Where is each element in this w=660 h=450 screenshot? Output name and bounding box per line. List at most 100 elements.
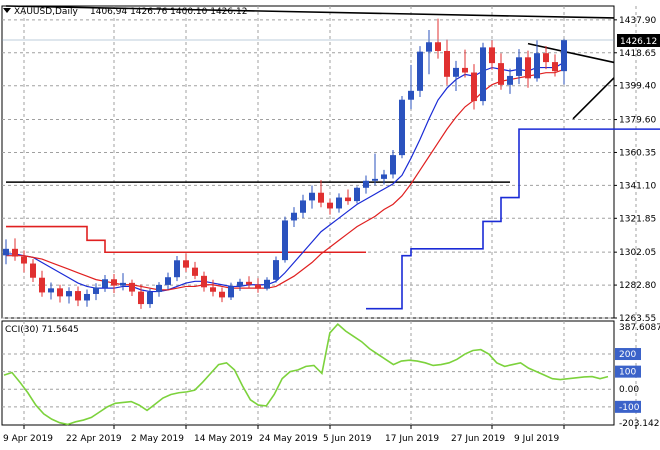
candle: [543, 46, 549, 70]
cci-level-box: [615, 348, 641, 361]
candle-body: [129, 282, 135, 292]
candle: [147, 288, 153, 308]
cci-level-box: [615, 365, 641, 378]
candle-body: [228, 286, 234, 298]
level-line: [366, 128, 660, 310]
candle-body: [291, 212, 297, 221]
candle-body: [318, 192, 324, 203]
candle-body: [381, 174, 387, 179]
candle-body: [237, 281, 243, 287]
y-tick-label: 1418.65: [619, 49, 656, 59]
candle-body: [219, 291, 225, 298]
candle-body: [111, 279, 117, 286]
y-tick-label: 1399.40: [619, 82, 656, 92]
candle-body: [66, 291, 72, 297]
candle: [408, 64, 414, 110]
candle: [345, 189, 351, 205]
candle: [507, 68, 513, 94]
candle: [210, 279, 216, 297]
candle: [111, 273, 117, 294]
candle-body: [300, 200, 306, 213]
candle-body: [30, 263, 36, 278]
cci-tick-label: 387.6087: [619, 323, 660, 333]
current-price-tag: 1426.12: [617, 34, 660, 47]
candle-body: [48, 288, 54, 293]
symbol-label: XAUUSD,Daily: [14, 7, 78, 17]
x-tick-label: 22 Apr 2019: [66, 434, 122, 444]
moving-average-line: [6, 68, 565, 291]
candle: [102, 274, 108, 292]
candle: [489, 40, 495, 70]
candle: [417, 46, 423, 97]
cci-tick-label: 200: [619, 350, 636, 360]
cci-frame: [1, 320, 615, 426]
cci-panel: 387.6087 200 100 0.00 -100 -203.1423: [1, 320, 660, 429]
candle-body: [183, 260, 189, 268]
candle-body: [246, 281, 252, 285]
level-line: [6, 225, 366, 254]
candle-body: [435, 42, 441, 51]
candle: [39, 270, 45, 297]
candle-body: [165, 277, 171, 285]
y-tick-label: 1379.60: [619, 116, 656, 126]
candle: [435, 18, 441, 59]
trend-line: [5, 5, 615, 19]
ohlc-readout: 1406.94 1426.76 1400.10 1426.12: [90, 7, 247, 17]
dropdown-triangle-icon[interactable]: [3, 8, 11, 13]
candle: [183, 253, 189, 272]
trend-line: [572, 77, 615, 120]
candle: [165, 272, 171, 290]
candle-body: [84, 293, 90, 301]
candle: [534, 40, 540, 82]
candle: [291, 207, 297, 227]
cci-level-box: [615, 400, 641, 413]
y-tick-label: 1360.35: [619, 148, 656, 158]
candle: [480, 42, 486, 106]
chart-header: XAUUSD,Daily 1406.94 1426.76 1400.10 142…: [3, 7, 247, 17]
candle-body: [426, 42, 432, 52]
candle: [156, 282, 162, 297]
candle: [462, 49, 468, 78]
candle-body: [174, 260, 180, 278]
y-tick-label: 1321.85: [619, 214, 656, 224]
candle: [318, 180, 324, 208]
candle-body: [525, 57, 531, 79]
candle: [498, 53, 504, 90]
candle-body: [21, 256, 27, 264]
y-tick-label: 1282.80: [619, 281, 656, 291]
candle-body: [309, 192, 315, 201]
candle: [516, 49, 522, 85]
candle: [381, 169, 387, 185]
candle: [354, 186, 360, 204]
candle-body: [372, 178, 378, 181]
candle: [30, 259, 36, 283]
x-tick-label: 9 Apr 2019: [3, 434, 53, 444]
y-tick-label: 1437.90: [619, 16, 656, 26]
cci-tick-label: -203.1423: [619, 419, 660, 429]
candle-body: [255, 284, 261, 289]
candle: [219, 287, 225, 303]
candle: [255, 278, 261, 293]
candle: [228, 282, 234, 300]
candle: [21, 250, 27, 273]
candle-body: [543, 53, 549, 63]
candle: [48, 282, 54, 300]
candle: [453, 60, 459, 91]
candle-body: [534, 53, 540, 79]
candle-body: [192, 267, 198, 276]
candle-body: [57, 288, 63, 297]
candle-body: [561, 40, 567, 72]
candle: [471, 64, 477, 110]
candle: [561, 38, 567, 85]
candle-body: [39, 277, 45, 293]
candle: [57, 284, 63, 303]
candle-body: [102, 279, 108, 288]
candle: [372, 153, 378, 186]
x-axis: 9 Apr 2019 22 Apr 2019 2 May 2019 14 May 20…: [3, 425, 637, 444]
y-tick-label: 1302.05: [619, 248, 656, 258]
candle-body: [273, 260, 279, 280]
candle: [273, 256, 279, 283]
candle: [336, 193, 342, 213]
price-tag-box: [617, 34, 660, 47]
